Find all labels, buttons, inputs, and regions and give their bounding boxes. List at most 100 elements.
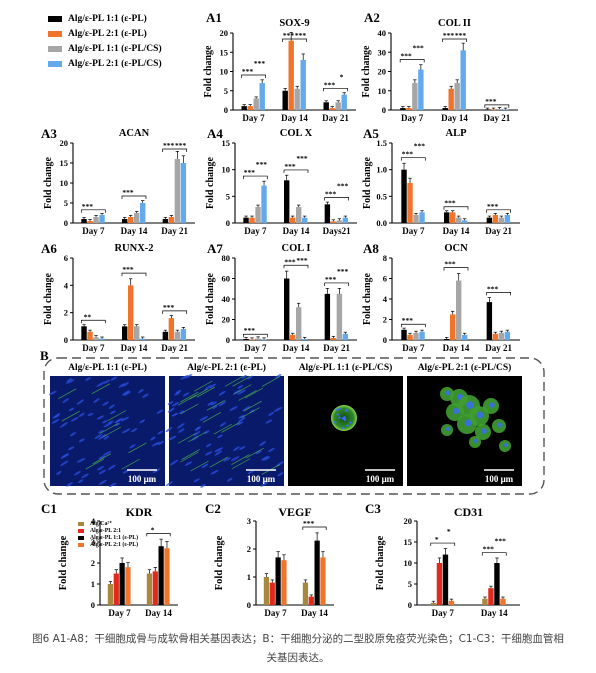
nucleus-2-12 xyxy=(238,414,245,419)
y-tick-label-a7-0: 0 xyxy=(226,335,230,345)
y-tick-label-a4-3: 15 xyxy=(222,138,231,148)
x-tick-label-a2-0: Day 7 xyxy=(401,113,424,123)
sig-mark-a2-3: *** xyxy=(455,31,467,40)
bar-a2-2-0 xyxy=(484,109,491,110)
nucleus-1-8 xyxy=(66,482,73,487)
sig-bracket-a4-0 xyxy=(283,169,309,173)
chart-a1: A1 SOX-9 Fold change 0 5 10 15 20 Day 7 Day 14 Day… xyxy=(203,10,356,123)
y-axis-label-a8: Fold change xyxy=(362,272,373,325)
panel-label-a7: A7 xyxy=(207,241,223,256)
nucleus-2-24 xyxy=(255,450,262,455)
legend-c-label-3: Alg/ε-PL 2:1 (ε-PL) xyxy=(90,541,138,548)
y-tick-label-a2-0: 0 xyxy=(382,105,386,115)
bar-a7-2-2 xyxy=(336,293,343,340)
legend-c-label-0: Alg/Ca²⁺ xyxy=(90,520,112,527)
nucleus-2-14 xyxy=(167,401,174,405)
bar-a8-0-0 xyxy=(401,329,407,340)
nucleus-1-39 xyxy=(96,415,105,420)
y-tick-label-a6-0: 0 xyxy=(64,335,68,345)
legend-a-label-2: Alg/ε-PL 1:1 (ε-PL/CS) xyxy=(68,43,162,54)
figure-svg: Alg/ε-PL 1:1 (ε-PL)Alg/ε-PL 2:1 (ε-PL)Al… xyxy=(40,10,545,618)
nucleus-2-25 xyxy=(177,423,185,429)
nucleus-1-12 xyxy=(115,417,124,423)
sig-bracket-a3-2 xyxy=(80,209,106,213)
fiber-1-1 xyxy=(61,410,80,422)
bar-a2-0-0 xyxy=(400,108,406,110)
x-tick-label-c3-0: Day 7 xyxy=(432,608,455,618)
y-axis-label-a3: Fold change xyxy=(43,156,54,209)
x-tick-label-a4-0: Day 7 xyxy=(244,226,267,236)
micrograph-2: Alg/ε-PL 2:1 (ε-PL) 100 μm xyxy=(165,362,285,488)
fiber-2-14 xyxy=(232,375,251,387)
nucleus-2-40 xyxy=(241,374,247,379)
bar-a1-1-3 xyxy=(300,59,306,110)
y-axis-label-a7: Fold change xyxy=(205,272,216,325)
chart-title-a5: ALP xyxy=(446,128,468,139)
scale-bar-label-4: 100 μm xyxy=(485,474,514,484)
scale-bar-label-1: 100 μm xyxy=(128,474,157,484)
nucleus-2-8 xyxy=(214,447,224,453)
panel-label-a1: A1 xyxy=(206,10,222,25)
bar-a7-0-0 xyxy=(243,338,249,340)
nucleus-1-51 xyxy=(157,430,164,435)
nucleus-2-49 xyxy=(242,405,251,412)
bar-a2-0-2 xyxy=(412,83,418,110)
nucleus-1-17 xyxy=(76,399,85,405)
sig-bracket-a4-1 xyxy=(242,175,268,180)
bar-c1-0-2 xyxy=(119,563,125,605)
y-tick-label-a4-0: 0 xyxy=(226,218,230,228)
nucleus-2-10 xyxy=(262,456,271,461)
bar-a8-2-0 xyxy=(486,302,493,340)
spheroid-nucleus-3-8 xyxy=(344,409,348,412)
legend-a-swatch-1 xyxy=(48,31,62,37)
nucleus-2-39 xyxy=(180,375,189,380)
sig-mark-c3-1: *** xyxy=(483,545,495,554)
panel-label-c2: C2 xyxy=(205,501,221,516)
nucleus-1-7 xyxy=(94,434,102,440)
sig-bracket-a5-0 xyxy=(400,157,426,161)
fiber-1-4 xyxy=(107,410,127,421)
fiber-1-7 xyxy=(121,458,140,470)
bar-a5-0-0 xyxy=(401,169,407,223)
sig-mark-a7-1: *** xyxy=(325,275,337,284)
bar-a3-0-0 xyxy=(81,219,87,223)
sig-mark-a1-3: *** xyxy=(295,31,307,40)
fiber-2-16 xyxy=(180,403,199,415)
y-tick-label-c3-4: 20 xyxy=(404,516,413,526)
bar-a6-2-3 xyxy=(180,329,187,340)
chart-c2: C2 VEGF Fold change 0 1 2 3 Day 7 Day 14 *** xyxy=(205,501,334,618)
bar-a4-1-2 xyxy=(296,207,302,223)
nucleus-1-68 xyxy=(78,438,85,443)
y-tick-label-a8-4: 8 xyxy=(383,253,387,263)
chart-title-c2: VEGF xyxy=(278,505,311,519)
bar-a6-1-3 xyxy=(140,338,146,340)
bar-a1-0-3 xyxy=(259,83,265,110)
sig-mark-a3-1: *** xyxy=(122,188,134,197)
bar-a4-2-3 xyxy=(342,217,349,223)
nucleus-2-32 xyxy=(265,419,273,424)
fiber-2-10 xyxy=(213,423,232,435)
sig-mark-a3-3: *** xyxy=(175,141,187,150)
bar-a6-0-3 xyxy=(99,338,105,340)
nucleus-2-62 xyxy=(203,430,210,434)
legend-c-swatch-2 xyxy=(78,536,84,540)
fiber-2-13 xyxy=(181,449,200,460)
bar-c3-0-0 xyxy=(430,602,437,605)
nucleus-1-44 xyxy=(108,482,117,488)
y-tick-label-a2-1: 10 xyxy=(378,86,387,96)
sig-mark-a3-0: *** xyxy=(163,141,175,150)
nucleus-2-22 xyxy=(236,421,244,426)
nucleus-1-5 xyxy=(65,379,75,384)
nucleus-2-0 xyxy=(268,411,275,416)
bar-c1-1-2 xyxy=(158,546,164,605)
sig-mark-a7-4: *** xyxy=(337,267,349,276)
sig-mark-a5-1: *** xyxy=(444,199,456,208)
bar-a2-2-3 xyxy=(502,109,509,110)
nucleus-1-36 xyxy=(129,444,136,449)
y-tick-label-c1-4: 4 xyxy=(91,516,96,526)
y-tick-label-a3-1: 5 xyxy=(64,198,68,208)
micrograph-title-3: Alg/ε-PL 1:1 (ε-PL/CS) xyxy=(299,362,393,373)
bar-c2-0-0 xyxy=(263,577,270,605)
